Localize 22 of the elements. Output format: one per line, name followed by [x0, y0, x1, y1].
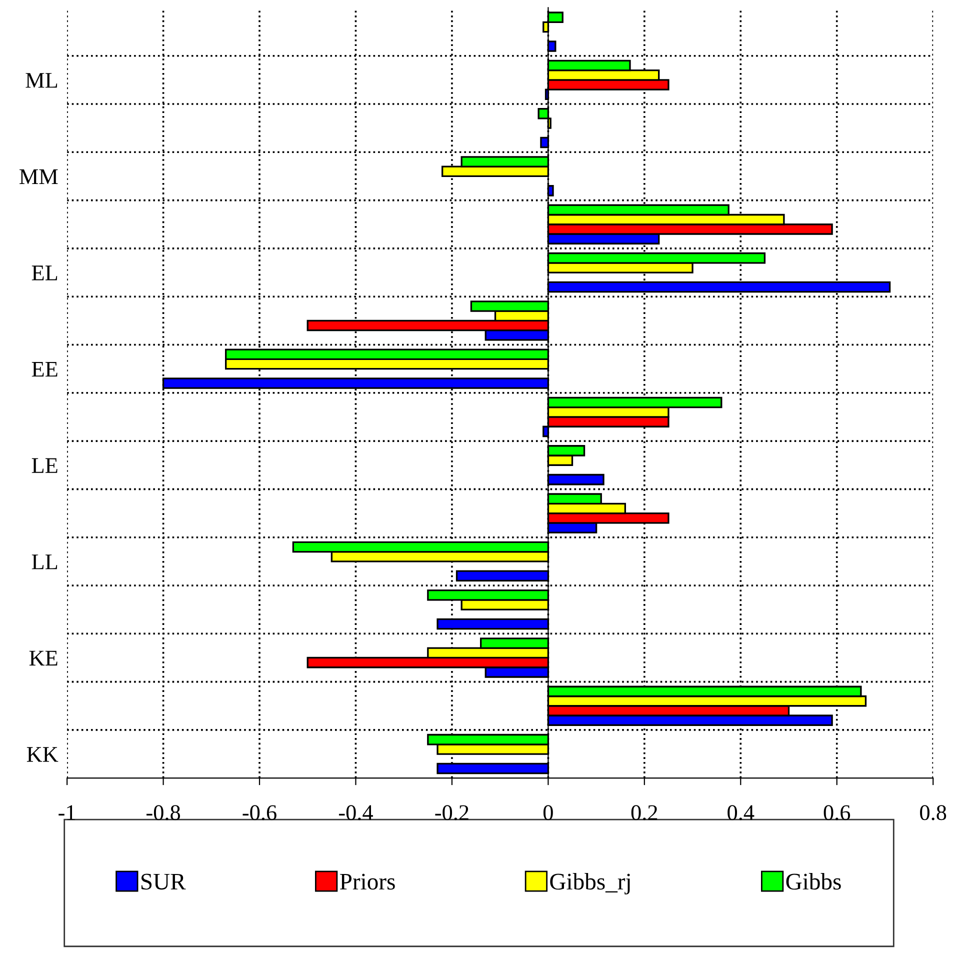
y-tick-label: KK: [26, 747, 58, 762]
x-tick-label: 0: [543, 805, 553, 820]
x-tick-label: -0.6: [242, 805, 276, 820]
y-tick-label: KE: [29, 650, 58, 666]
legend-label: SUR: [141, 874, 186, 890]
x-tick-label: 0.2: [631, 805, 658, 820]
x-tick-label: -0.8: [146, 805, 180, 820]
y-tick-label: EE: [32, 362, 58, 377]
x-tick-label: -0.2: [435, 805, 468, 820]
y-tick-label: ML: [26, 73, 58, 88]
y-tick-label: LL: [32, 554, 58, 570]
y-tick-label: EL: [32, 266, 58, 280]
x-tick-label: -0.4: [338, 805, 373, 820]
x-tick-label: -1: [58, 805, 75, 820]
x-tick-label: 0.4: [728, 805, 754, 820]
x-tick-label: 0.8: [920, 805, 946, 820]
legend-label: Priors: [340, 874, 395, 890]
legend-label: Gibbs: [786, 873, 841, 890]
y-tick-label: LE: [32, 458, 58, 473]
legend-label: Gibbs_rj: [550, 873, 630, 894]
y-tick-label: MM: [20, 169, 58, 184]
x-tick-label: 0.6: [824, 805, 850, 820]
